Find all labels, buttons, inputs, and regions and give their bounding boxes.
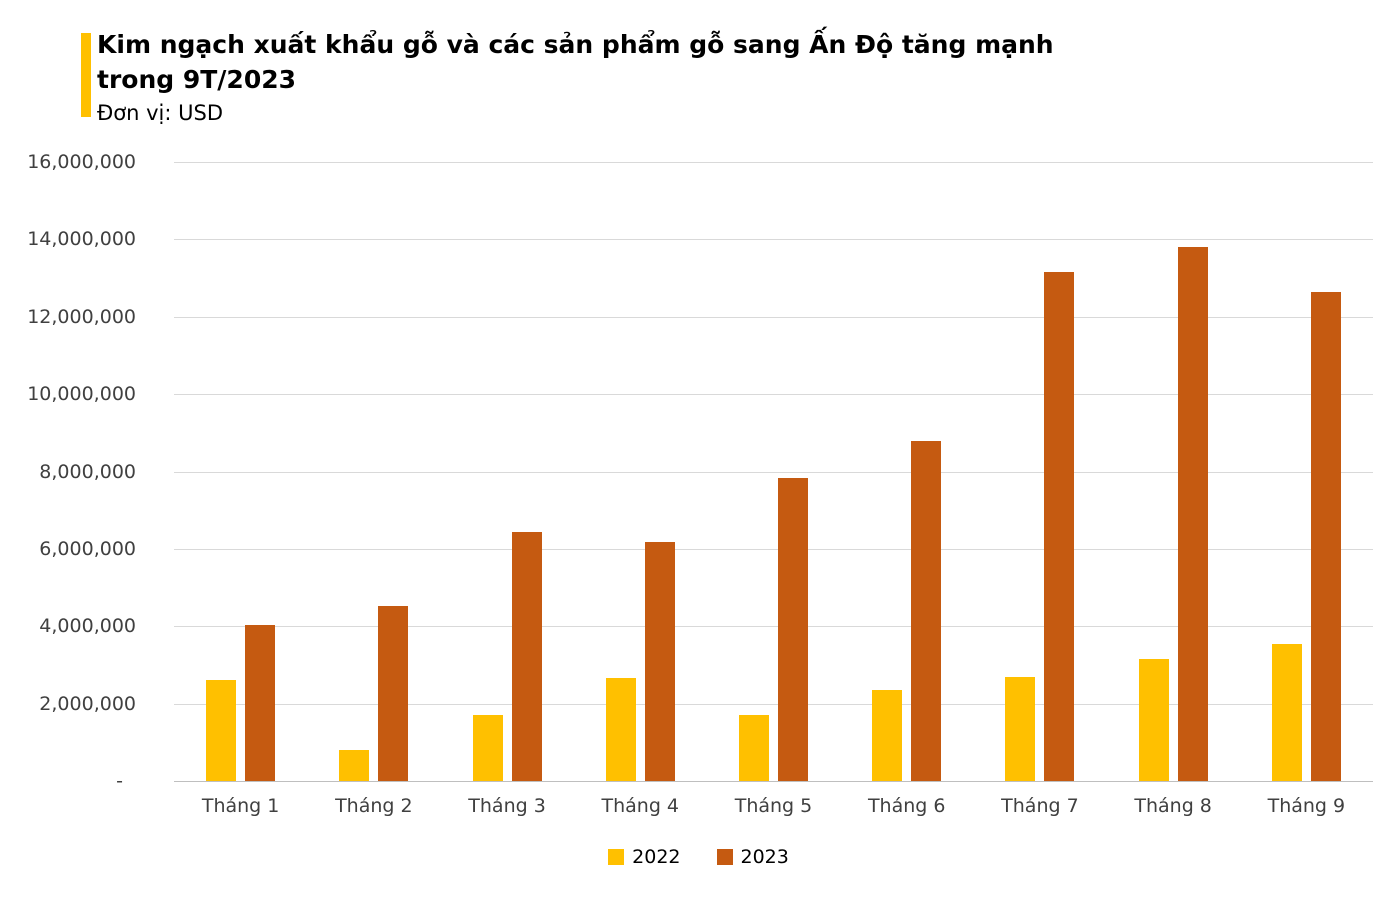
x-axis-tick-label: Tháng 2 — [335, 795, 413, 817]
bar-group-5: Tháng 5 — [707, 162, 840, 817]
legend: 2022 2023 — [0, 846, 1397, 868]
x-axis-tick-label: Tháng 8 — [1134, 795, 1212, 817]
y-axis-tick-label: 4,000,000 — [39, 615, 136, 638]
bar-2023-tháng-7 — [1044, 271, 1075, 781]
bar-2023-tháng-9 — [1310, 291, 1341, 781]
y-axis-tick-label: 16,000,000 — [27, 151, 136, 173]
bar-2023-tháng-2 — [378, 606, 409, 781]
bar-2023-tháng-8 — [1177, 246, 1208, 781]
bar-group-4: Tháng 4 — [574, 162, 707, 817]
bar-2023-tháng-3 — [511, 532, 542, 781]
chart-header: Kim ngạch xuất khẩu gỗ và các sản phẩm g… — [81, 27, 1054, 126]
y-axis-tick-label: 10,000,000 — [27, 383, 136, 406]
title-block: Kim ngạch xuất khẩu gỗ và các sản phẩm g… — [97, 27, 1054, 126]
x-axis-tick-label: Tháng 1 — [201, 795, 280, 817]
y-axis-labels: 16,000,000 14,000,000 12,000,000 10,000,000… — [0, 151, 136, 792]
bar-2022-tháng-2 — [339, 750, 370, 781]
title-accent-bar — [81, 33, 91, 117]
bar-2023-tháng-1 — [245, 625, 276, 781]
bar-2023-tháng-4 — [644, 541, 675, 781]
legend-item-2023: 2023 — [716, 846, 789, 868]
chart-title-line2: trong 9T/2023 — [97, 65, 297, 94]
bar-2023-tháng-5 — [777, 478, 808, 781]
plot-area: Tháng 1 Tháng 2 Tháng 3 Tháng 4 Tháng 5 Tháng… — [174, 162, 1373, 817]
y-axis-tick-label: - — [116, 770, 123, 792]
legend-swatch-icon — [716, 849, 733, 865]
legend-item-2022: 2022 — [608, 846, 681, 868]
legend-label: 2023 — [740, 846, 789, 868]
unit-label: Đơn vị: USD — [97, 101, 223, 125]
x-axis-tick-label: Tháng 7 — [1001, 795, 1079, 817]
y-axis-tick-label: 8,000,000 — [39, 460, 136, 483]
x-axis-tick-label: Tháng 3 — [468, 795, 546, 817]
y-axis-tick-label: 12,000,000 — [27, 305, 136, 328]
x-axis-tick-label: Tháng 4 — [601, 795, 680, 817]
legend-swatch-icon — [608, 849, 625, 865]
bar-group-8: Tháng 8 — [1107, 162, 1240, 817]
bar-2022-tháng-1 — [206, 680, 237, 781]
legend-label: 2022 — [632, 846, 681, 868]
bar-2022-tháng-5 — [738, 715, 769, 781]
bar-2022-tháng-3 — [472, 715, 503, 781]
y-axis-tick-label: 6,000,000 — [39, 537, 136, 560]
x-axis-tick-label: Tháng 5 — [734, 795, 813, 817]
bar-2022-tháng-4 — [605, 678, 636, 781]
bar-group-1: Tháng 1 — [174, 162, 307, 817]
bar-group-7: Tháng 7 — [973, 162, 1106, 817]
x-axis-tick-label: Tháng 6 — [867, 795, 946, 817]
bar-2022-tháng-6 — [872, 690, 903, 781]
x-axis-tick-label: Tháng 9 — [1267, 795, 1346, 817]
y-axis-tick-label: 2,000,000 — [39, 692, 136, 715]
y-axis-tick-label: 14,000,000 — [27, 228, 136, 251]
bar-group-3: Tháng 3 — [440, 162, 573, 817]
bar-2022-tháng-9 — [1271, 643, 1302, 781]
bar-group-2: Tháng 2 — [307, 162, 440, 817]
bar-2022-tháng-8 — [1138, 659, 1169, 781]
bar-2022-tháng-7 — [1005, 676, 1036, 781]
bar-group-6: Tháng 6 — [840, 162, 973, 817]
bar-2023-tháng-6 — [911, 440, 942, 781]
bar-group-9: Tháng 9 — [1240, 162, 1373, 817]
chart-title-line1: Kim ngạch xuất khẩu gỗ và các sản phẩm g… — [97, 30, 1054, 59]
